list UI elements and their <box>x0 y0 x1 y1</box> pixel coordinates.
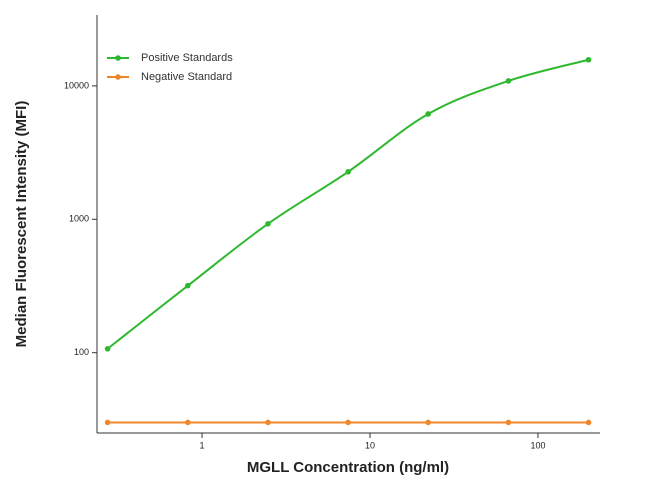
point <box>505 78 512 84</box>
series-line <box>106 58 589 350</box>
y-tick-label: 10000 <box>64 80 89 90</box>
x-tick-label: 100 <box>530 440 545 450</box>
point <box>265 221 271 227</box>
y-tick-label: 1000 <box>69 214 89 224</box>
point <box>585 419 592 426</box>
point <box>185 282 191 289</box>
point <box>345 419 351 426</box>
y-axis-title: Median Fluorescent Intensity (MFI) <box>13 101 30 348</box>
point <box>185 419 191 426</box>
x-tick-label: 10 <box>365 440 375 450</box>
x-tick-label: 1 <box>200 440 205 450</box>
legend-marker <box>115 74 121 80</box>
y-tick-label: 100 <box>74 347 89 357</box>
point <box>104 345 111 352</box>
legend-marker <box>115 55 121 61</box>
point <box>345 169 351 175</box>
legend-label: Negative Standard <box>141 71 232 83</box>
point <box>505 419 512 426</box>
legend-label: Positive Standards <box>141 52 233 64</box>
point <box>425 111 431 117</box>
point <box>104 419 111 426</box>
point <box>585 56 592 63</box>
point <box>425 419 431 426</box>
point <box>265 419 271 426</box>
x-axis-title: MGLL Concentration (ng/ml) <box>247 459 449 476</box>
